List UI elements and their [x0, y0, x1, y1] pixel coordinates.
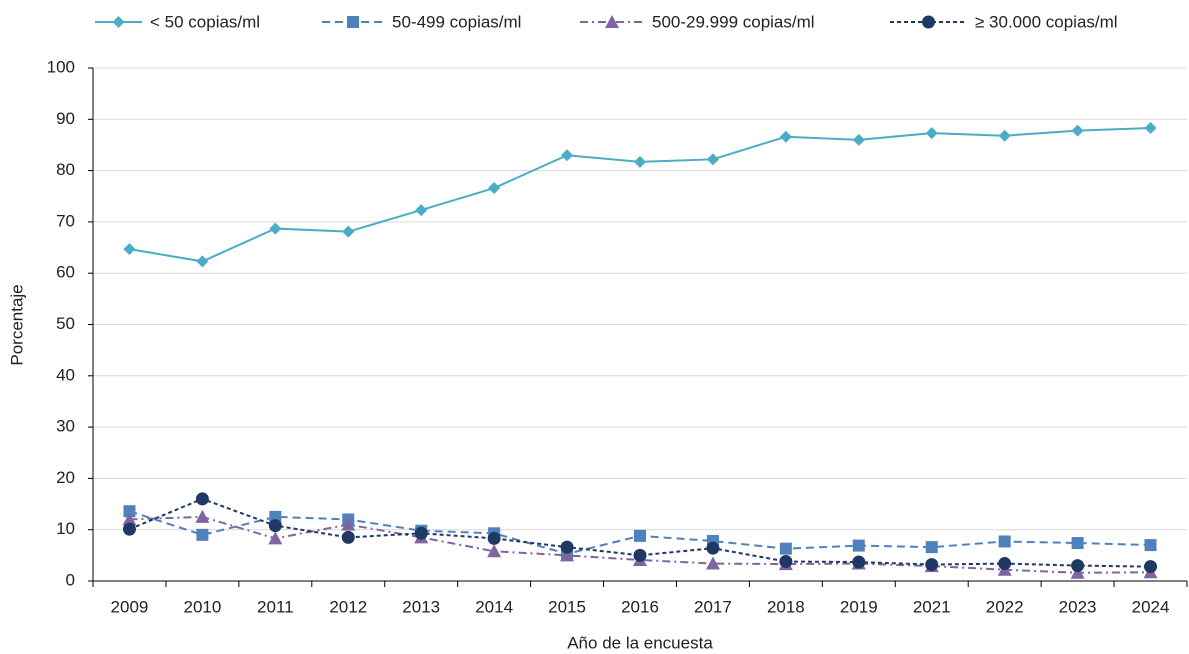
marker [925, 558, 939, 572]
marker [195, 509, 210, 523]
marker [634, 155, 646, 168]
marker [922, 15, 935, 29]
marker [268, 531, 283, 545]
marker [605, 15, 619, 28]
marker [195, 492, 209, 506]
marker [852, 133, 865, 146]
marker [487, 531, 501, 545]
marker [415, 204, 428, 217]
marker [487, 544, 502, 558]
marker [488, 182, 501, 195]
y-tick-label: 0 [66, 570, 75, 589]
x-tick-label: 2013 [402, 597, 440, 616]
y-tick-label: 50 [56, 314, 75, 333]
x-tick-label: 2010 [183, 597, 221, 616]
marker [852, 555, 866, 569]
marker [779, 130, 792, 143]
marker [1144, 122, 1157, 135]
y-tick-label: 100 [47, 57, 75, 76]
marker [560, 548, 575, 562]
y-tick-label: 60 [56, 263, 75, 282]
marker [196, 255, 209, 268]
marker [268, 519, 282, 533]
marker [633, 548, 647, 562]
x-tick-label: 2015 [548, 597, 586, 616]
marker [1070, 565, 1085, 579]
marker [634, 529, 646, 542]
legend-label: 50-499 copias/ml [392, 12, 521, 31]
x-tick-label: 2011 [257, 597, 294, 616]
series-line [129, 127, 1151, 263]
marker [1071, 559, 1085, 573]
marker [123, 243, 136, 256]
x-tick-label: 2021 [913, 597, 951, 616]
y-tick-label: 10 [56, 519, 75, 538]
x-axis-title: Año de la encuesta [567, 633, 713, 652]
y-tick-label: 30 [56, 417, 75, 436]
marker [1071, 124, 1084, 137]
x-tick-label: 2017 [694, 597, 732, 616]
x-tick-label: 2016 [621, 597, 659, 616]
marker [1144, 560, 1158, 574]
x-tick-label: 2012 [329, 597, 367, 616]
marker [341, 517, 356, 531]
legend-label: 500-29.999 copias/ml [652, 12, 815, 31]
marker [998, 557, 1012, 571]
marker [1071, 537, 1084, 550]
y-tick-label: 70 [56, 211, 75, 230]
y-tick-label: 20 [56, 468, 75, 487]
x-tick-label: 2014 [475, 597, 513, 616]
x-tick-label: 2018 [767, 597, 805, 616]
marker [779, 555, 793, 569]
marker [112, 16, 125, 28]
y-axis-title: Porcentaje [7, 284, 26, 365]
marker [414, 526, 428, 540]
x-tick-label: 2019 [840, 597, 878, 616]
x-tick-label: 2024 [1132, 597, 1170, 616]
legend-label: ≥ 30.000 copias/ml [975, 12, 1118, 31]
marker [998, 129, 1011, 142]
marker [852, 539, 865, 552]
y-tick-label: 90 [56, 109, 75, 128]
marker [342, 225, 355, 238]
x-tick-label: 2009 [111, 597, 149, 616]
marker [196, 528, 209, 541]
legend-label: < 50 copias/ml [150, 12, 260, 31]
marker [347, 16, 359, 28]
y-tick-label: 40 [56, 365, 75, 384]
marker [998, 535, 1011, 548]
marker [269, 222, 282, 235]
x-tick-label: 2023 [1059, 597, 1097, 616]
marker [706, 541, 720, 555]
marker [779, 542, 792, 555]
y-tick-label: 80 [56, 160, 75, 179]
x-tick-label: 2022 [986, 597, 1024, 616]
marker [925, 127, 938, 140]
marker [123, 505, 136, 518]
marker [1144, 539, 1157, 552]
marker [705, 556, 720, 570]
marker [122, 512, 137, 526]
marker [561, 149, 574, 162]
marker [560, 540, 574, 554]
marker [925, 541, 938, 554]
marker [122, 522, 136, 536]
marker [706, 153, 719, 166]
marker [341, 530, 355, 544]
